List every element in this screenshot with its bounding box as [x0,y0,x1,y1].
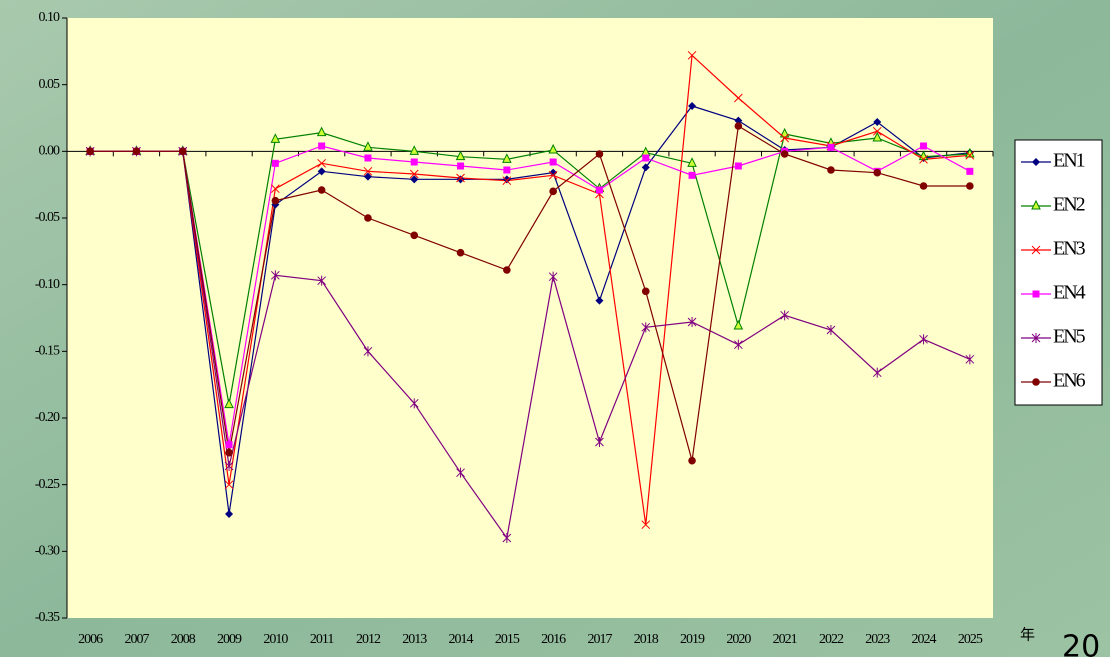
legend: EN1 EN2 EN3 EN4 EN5 EN6 [1015,140,1102,405]
x-tick-label: 2017 [587,632,612,647]
chart: 年 20 0.10 0.05 0.00 -0.05 -0.10 -0.15 -0.20 -0.… [0,0,1110,657]
page-number: 20 [1062,630,1100,657]
x-tick-label: 2016 [541,632,566,647]
marker [827,144,834,151]
marker [410,232,418,240]
legend-label: EN2 [1053,194,1085,216]
marker [457,249,465,257]
y-tick-label: -0.20 [35,410,60,425]
legend-label: EN3 [1053,238,1086,260]
marker [550,159,557,166]
legend-marker [1033,291,1040,298]
marker [364,214,372,222]
marker [272,197,280,205]
marker [179,148,187,156]
marker [688,457,696,465]
legend-label: EN5 [1053,326,1086,348]
y-tick-label: -0.25 [35,477,60,492]
marker [318,143,325,150]
x-tick-label: 2020 [726,632,751,647]
y-tick-label: 0.05 [39,77,61,92]
x-tick-label: 2021 [773,632,798,647]
x-tick-label: 2025 [958,632,983,647]
x-tick-label: 2013 [402,632,427,647]
marker [596,150,604,158]
x-tick-label: 2023 [865,632,890,647]
marker [272,160,279,167]
marker [549,188,557,196]
legend-marker [1032,378,1040,386]
marker [966,168,973,175]
marker [781,150,789,158]
y-tick-label: 0.00 [39,144,61,159]
legend-label: EN4 [1053,282,1086,304]
marker [596,187,603,194]
marker [827,166,835,174]
x-tick-label: 2009 [217,632,242,647]
marker [642,155,649,162]
marker [873,169,881,177]
legend-label: EN6 [1053,370,1086,392]
y-tick-label: -0.05 [35,210,60,225]
marker [920,143,927,150]
marker [226,441,233,448]
legend-label: EN1 [1053,150,1085,172]
y-tick-label: -0.10 [35,277,60,292]
y-tick-label: 0.10 [39,10,61,25]
y-tick-label: -0.15 [35,344,60,359]
marker [411,159,418,166]
marker [735,163,742,170]
x-tick-label: 2007 [124,632,149,647]
x-tick-label: 2010 [263,632,288,647]
page: {"chart_data": { "type": "line", "x_labe… [0,0,1110,657]
marker [86,148,94,156]
marker [920,182,928,190]
y-tick-label: -0.35 [35,610,60,625]
marker [318,186,326,194]
x-tick-label: 2014 [449,632,474,647]
marker [457,163,464,170]
marker [735,122,743,130]
x-tick-label: 2024 [912,632,937,647]
x-tick-label: 2019 [680,632,705,647]
marker [503,167,510,174]
marker [642,288,650,296]
x-tick-label: 2015 [495,632,520,647]
y-tick-label: -0.30 [35,544,60,559]
x-tick-label: 2008 [171,632,196,647]
marker [364,155,371,162]
x-axis-label: 年 [1020,626,1035,643]
x-tick-label: 2018 [634,632,659,647]
x-tick-label: 2011 [310,632,334,647]
marker [966,182,974,190]
legend-box [1015,140,1102,405]
x-tick-label: 2012 [356,632,381,647]
x-tick-label: 2022 [819,632,844,647]
marker [225,449,233,457]
marker [689,172,696,179]
marker [503,266,511,274]
marker [133,148,141,156]
x-tick-label: 2006 [78,632,103,647]
